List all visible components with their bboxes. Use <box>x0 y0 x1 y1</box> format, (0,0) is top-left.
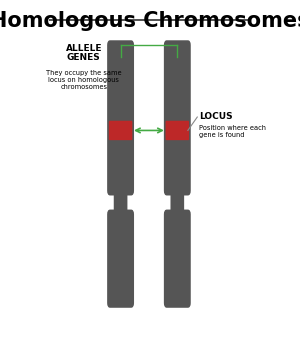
FancyBboxPatch shape <box>114 189 128 216</box>
Text: ALLELE: ALLELE <box>66 44 102 53</box>
FancyBboxPatch shape <box>164 210 191 308</box>
FancyBboxPatch shape <box>166 121 189 140</box>
FancyBboxPatch shape <box>107 40 134 195</box>
Text: GENES: GENES <box>67 53 101 62</box>
Text: LOCUS: LOCUS <box>200 112 233 121</box>
FancyBboxPatch shape <box>109 121 132 140</box>
FancyBboxPatch shape <box>170 189 184 216</box>
Text: They occupy the same
locus on homologous
chromosomes: They occupy the same locus on homologous… <box>46 70 122 90</box>
FancyBboxPatch shape <box>164 40 191 195</box>
FancyBboxPatch shape <box>107 210 134 308</box>
Text: Homologous Chromosomes: Homologous Chromosomes <box>0 11 300 31</box>
Text: Position where each
gene is found: Position where each gene is found <box>200 125 266 138</box>
